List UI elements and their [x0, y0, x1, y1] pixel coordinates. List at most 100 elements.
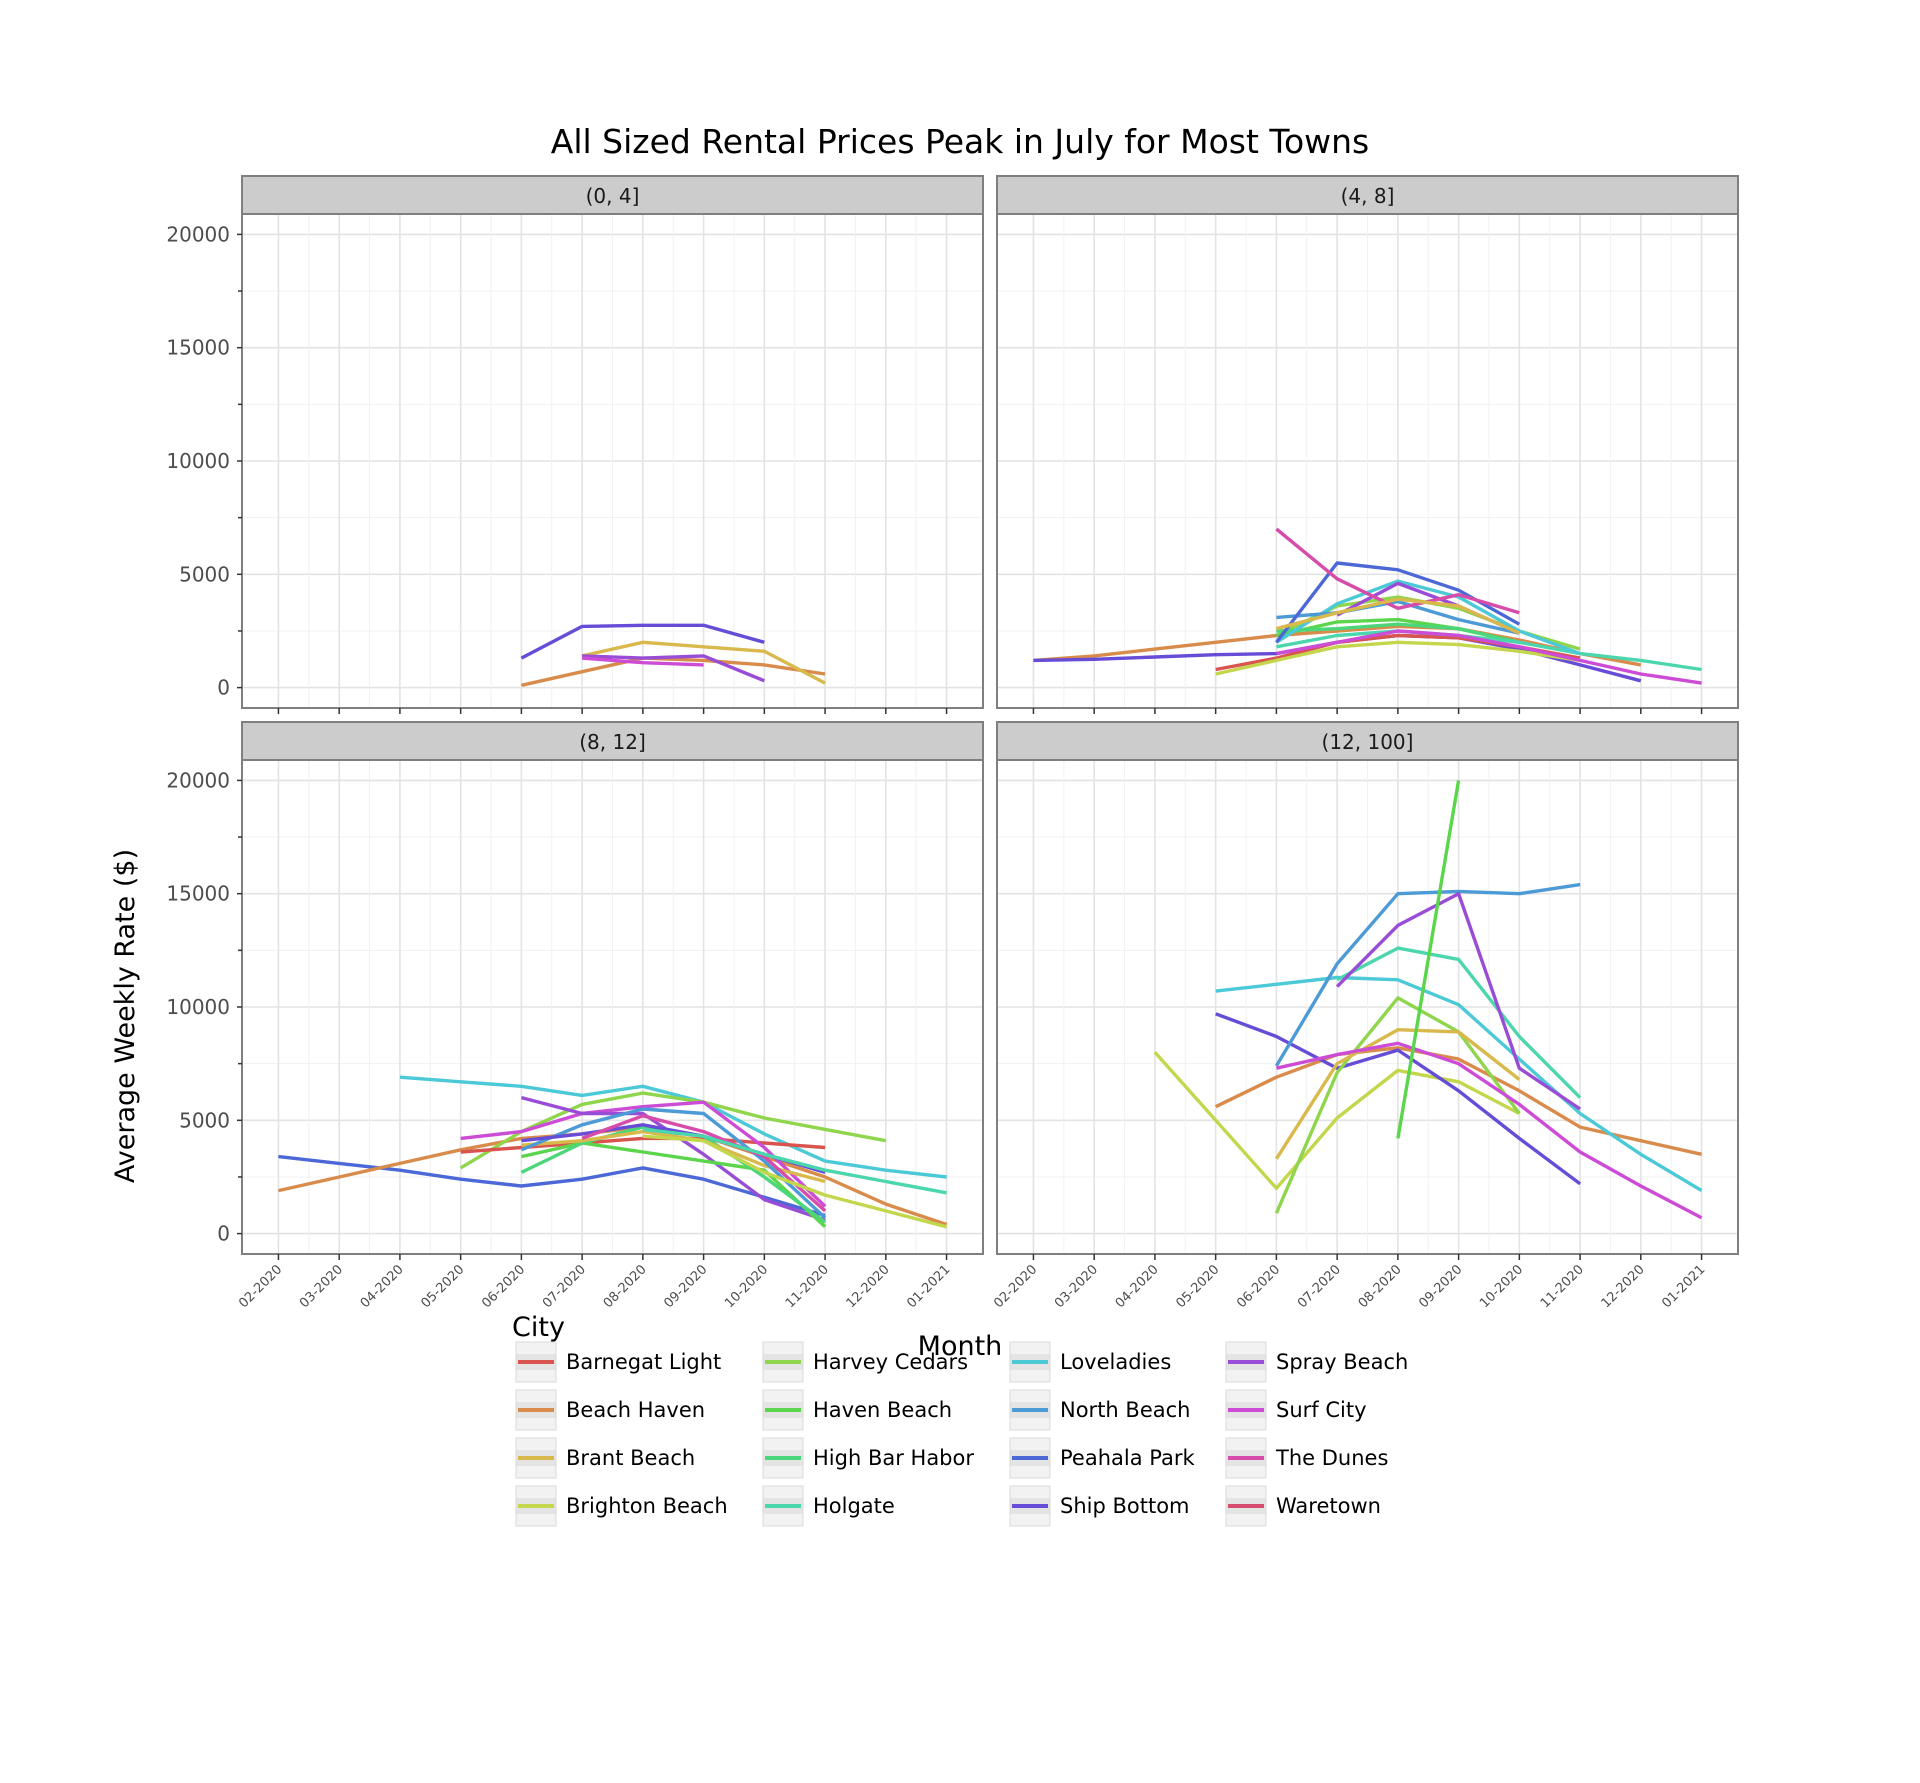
y-tick-label: 10000	[166, 995, 230, 1019]
legend-label: North Beach	[1060, 1398, 1190, 1422]
series-line-barnegat-light	[460, 1136, 826, 1154]
series-line-surf-city	[1276, 629, 1702, 685]
x-tick-label: 06-2020	[1234, 1262, 1283, 1311]
y-tick-label: 20000	[166, 222, 230, 246]
legend-label: Brighton Beach	[566, 1494, 728, 1518]
x-tick-label: 07-2020	[1295, 1262, 1344, 1311]
y-tick-label: 15000	[166, 882, 230, 906]
gridlines	[997, 214, 1738, 708]
series-line-north-beach	[1276, 599, 1520, 635]
facet-panel: (8, 12] 0 5000 10000 15000 20000 02-2020 03-202…	[166, 721, 984, 1311]
facet-panel: (4, 8]	[996, 175, 1739, 714]
y-tick-label: 0	[217, 676, 230, 700]
x-tick-label: 08-2020	[1356, 1262, 1405, 1311]
legend-item-waretown: Waretown	[1225, 1485, 1381, 1527]
facet-label: (0, 4]	[586, 184, 640, 208]
legend-label: Surf City	[1276, 1398, 1367, 1422]
y-tick-label: 5000	[179, 562, 230, 586]
x-tick-label: 05-2020	[418, 1262, 467, 1311]
panel-border	[996, 213, 1739, 709]
series-lines	[520, 623, 826, 687]
series-line-brighton-beach	[1153, 1051, 1521, 1191]
legend-item-the-dunes: The Dunes	[1225, 1437, 1388, 1479]
series-lines	[1033, 527, 1702, 685]
series-line-high-bar-habor	[1276, 622, 1520, 644]
legend-label: Holgate	[813, 1494, 895, 1518]
y-tick-label: 5000	[179, 1108, 230, 1132]
legend-label: The Dunes	[1275, 1446, 1388, 1470]
legend-label: Brant Beach	[566, 1446, 695, 1470]
y-tick-label: 20000	[166, 768, 230, 792]
x-tick-label: 08-2020	[601, 1262, 650, 1311]
series-line-ship-bottom	[1215, 1012, 1582, 1186]
facet-strip	[241, 721, 984, 761]
series-line-harvey-cedars	[1274, 996, 1521, 1214]
legend-label: Beach Haven	[566, 1398, 705, 1422]
series-line-peahala-park	[278, 1154, 826, 1218]
panel-border	[996, 759, 1739, 1255]
legend-item-brant-beach: Brant Beach	[515, 1437, 695, 1479]
legend-item-harvey-cedars: Harvey Cedars	[762, 1341, 968, 1383]
series-line-brant-beach	[581, 640, 826, 685]
legend-item-spray-beach: Spray Beach	[1225, 1341, 1408, 1383]
x-tick-label: 04-2020	[358, 1262, 407, 1311]
legend-item-surf-city: Surf City	[1225, 1389, 1367, 1431]
series-line-loveladies	[1215, 975, 1703, 1193]
legend-title: City	[512, 1312, 565, 1343]
facet-strip	[996, 175, 1739, 215]
legend-label: High Bar Habor	[813, 1446, 974, 1470]
facet-strip	[241, 175, 984, 215]
legend-item-barnegat-light: Barnegat Light	[515, 1341, 721, 1383]
series-line-brighton-beach	[642, 1134, 948, 1229]
x-tick-label: 01-2021	[904, 1262, 953, 1311]
legend-label: Ship Bottom	[1060, 1494, 1190, 1518]
facet-panel: (0, 4] 0 5000 10000 15000 20000	[166, 175, 984, 714]
facet-label: (8, 12]	[579, 730, 646, 754]
x-tick-label: 09-2020	[661, 1262, 710, 1311]
series-line-haven-beach	[1396, 780, 1461, 1139]
x-tick-label: 06-2020	[479, 1262, 528, 1311]
facet-label: (4, 8]	[1341, 184, 1395, 208]
series-lines	[1153, 780, 1703, 1220]
series-line-north-beach	[520, 1107, 827, 1219]
legend-label: Waretown	[1276, 1494, 1381, 1518]
legend-item-high-bar-habor: High Bar Habor	[762, 1437, 974, 1479]
legend-item-loveladies: Loveladies	[1009, 1341, 1171, 1383]
gridlines	[997, 760, 1738, 1254]
y-axis-title: Average Weekly Rate ($)	[110, 849, 141, 1183]
x-axis-title: Month	[918, 1331, 1003, 1362]
series-line-north-beach	[1274, 882, 1581, 1067]
x-tick-label: 12-2020	[844, 1262, 893, 1311]
gridlines	[242, 214, 983, 708]
x-tick-label: 02-2020	[236, 1262, 285, 1311]
series-line-brant-beach	[1274, 1027, 1521, 1160]
series-line-haven-beach	[521, 1141, 827, 1229]
x-tick-label: 04-2020	[1113, 1262, 1162, 1311]
y-tick-label: 10000	[166, 449, 230, 473]
x-tick-label: 11-2020	[783, 1262, 832, 1311]
legend-label: Loveladies	[1060, 1350, 1171, 1374]
x-tick-label: 10-2020	[1477, 1262, 1526, 1311]
series-line-brant-beach	[1275, 597, 1520, 635]
x-tick-label: 12-2020	[1599, 1262, 1648, 1311]
legend-label: Barnegat Light	[566, 1350, 721, 1374]
legend-item-haven-beach: Haven Beach	[762, 1389, 952, 1431]
series-line-spray-beach	[582, 654, 765, 683]
series-line-loveladies	[399, 1075, 947, 1179]
legend-label: Haven Beach	[813, 1398, 952, 1422]
series-line-holgate	[1276, 629, 1702, 672]
facet-label: (12, 100]	[1322, 730, 1414, 754]
series-line-ship-bottom	[520, 623, 765, 660]
chart-title: All Sized Rental Prices Peak in July for…	[551, 122, 1370, 161]
x-tick-label: 09-2020	[1416, 1262, 1465, 1311]
legend-label: Spray Beach	[1276, 1350, 1408, 1374]
legend-item-brighton-beach: Brighton Beach	[515, 1485, 728, 1527]
legend-item-beach-haven: Beach Haven	[515, 1389, 705, 1431]
x-tick-label: 01-2021	[1659, 1262, 1708, 1311]
legend-label: Harvey Cedars	[813, 1350, 968, 1374]
series-line-surf-city	[581, 656, 704, 667]
y-tick-label: 0	[217, 1222, 230, 1246]
x-tick-label: 10-2020	[722, 1262, 771, 1311]
facet-panel: (12, 100] 02-2020 03-2020 04-2020 05-2020 06-…	[991, 721, 1739, 1311]
